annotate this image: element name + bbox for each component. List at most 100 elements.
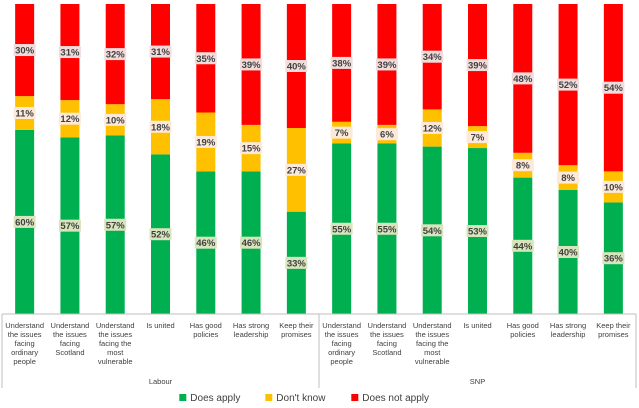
category-label: Understand the issues facing ordinary people	[322, 321, 361, 366]
data-label-box	[285, 256, 308, 269]
legend-label-does-not-apply: Does not apply	[362, 393, 429, 404]
data-label-box	[557, 78, 580, 91]
data-label-labour-does-apply-5: 46%	[196, 238, 216, 249]
data-label-box	[58, 112, 81, 125]
data-label-snp-does-apply-2: 55%	[377, 224, 397, 235]
data-label-box	[149, 45, 172, 58]
data-label-labour-does-apply-4: 52%	[151, 230, 171, 241]
data-label-box	[511, 72, 534, 85]
category-label: Is united	[463, 321, 491, 330]
data-label-labour-does-not-apply-5: 35%	[196, 54, 216, 65]
data-label-box	[194, 236, 217, 249]
data-label-box	[58, 219, 81, 232]
data-label-box	[466, 59, 489, 72]
data-label-box	[194, 135, 217, 148]
data-label-box	[466, 225, 489, 238]
category-label: Has good policies	[190, 321, 222, 339]
category-label: Understand the issues facing the most vulner…	[413, 321, 452, 366]
data-label-box	[375, 128, 398, 141]
data-label-box	[285, 163, 308, 176]
data-label-snp-don-t-know-5: 8%	[516, 161, 530, 172]
data-label-labour-don-t-know-7: 27%	[287, 165, 307, 176]
data-label-box	[240, 236, 263, 249]
data-label-box	[421, 50, 444, 63]
category-label: Understand the issues facing ordinary people	[5, 321, 44, 366]
data-label-box	[557, 246, 580, 258]
data-label-box	[285, 60, 308, 72]
data-label-snp-does-apply-7: 36%	[604, 254, 624, 265]
data-label-box	[330, 56, 353, 69]
plot-area: 60% 11% 30% 57% 12% 31% 57% 10% 32% 52% 18% 31% 46% 1…	[13, 4, 625, 314]
category-axis: Understand the issues facing ordinary people…	[1, 313, 637, 388]
category-label: Understand the issues facing the most vulner…	[96, 321, 135, 366]
data-label-snp-does-not-apply-3: 34%	[423, 52, 443, 63]
data-label-box	[58, 46, 81, 59]
data-label-labour-don-t-know-2: 12%	[60, 114, 80, 125]
data-label-snp-does-not-apply-5: 48%	[513, 74, 533, 85]
data-label-snp-don-t-know-2: 6%	[380, 130, 394, 141]
legend-swatch-don-t-know	[265, 394, 273, 401]
data-label-box	[602, 81, 625, 94]
data-label-labour-don-t-know-4: 18%	[151, 122, 171, 133]
data-label-snp-don-t-know-3: 12%	[423, 124, 443, 135]
data-label-box	[104, 113, 127, 126]
data-label-labour-does-apply-3: 57%	[106, 220, 126, 231]
category-label: Is united	[146, 321, 174, 330]
data-label-box	[13, 106, 36, 119]
data-label-labour-does-apply-1: 60%	[15, 217, 35, 228]
data-label-snp-don-t-know-7: 10%	[604, 182, 624, 193]
data-label-box	[13, 215, 36, 228]
data-label-box	[421, 122, 444, 134]
category-label: Understand the issues facing Scotland	[368, 321, 407, 357]
data-label-snp-does-apply-3: 54%	[423, 226, 443, 237]
data-label-box	[602, 252, 625, 265]
data-label-box	[240, 58, 263, 71]
data-label-box	[511, 159, 534, 172]
legend-swatch-does-apply	[179, 394, 187, 401]
legend-label-don-t-know: Don't know	[276, 393, 326, 404]
data-label-snp-does-not-apply-4: 39%	[468, 61, 488, 72]
data-label-labour-does-apply-6: 46%	[242, 238, 262, 249]
data-label-box	[375, 58, 398, 71]
legend-label-does-apply: Does apply	[190, 393, 240, 404]
data-label-labour-does-apply-2: 57%	[60, 221, 80, 232]
category-label: Keep their promises	[279, 321, 314, 339]
data-label-box	[149, 120, 172, 133]
data-label-snp-does-apply-4: 53%	[468, 227, 488, 238]
group-label-labour: Labour	[149, 377, 173, 386]
data-label-box	[375, 222, 398, 235]
category-label: Keep their promises	[596, 321, 631, 339]
data-label-box	[466, 131, 489, 144]
legend-swatch-does-not-apply	[351, 394, 359, 401]
data-label-labour-don-t-know-6: 15%	[242, 144, 262, 155]
data-label-box	[194, 52, 217, 65]
data-label-snp-does-not-apply-7: 54%	[604, 83, 624, 94]
category-label: Has good policies	[507, 321, 539, 339]
data-label-labour-does-not-apply-1: 30%	[15, 46, 35, 57]
data-label-box	[330, 126, 353, 139]
data-label-labour-does-not-apply-4: 31%	[151, 47, 171, 58]
data-label-labour-don-t-know-5: 19%	[196, 137, 216, 148]
data-label-box	[104, 218, 127, 231]
data-label-snp-does-not-apply-6: 52%	[559, 80, 579, 91]
data-label-labour-does-not-apply-3: 32%	[106, 50, 126, 61]
data-label-labour-does-not-apply-2: 31%	[60, 48, 80, 59]
data-label-box	[104, 48, 127, 61]
data-label-box	[330, 222, 353, 235]
data-label-snp-don-t-know-6: 8%	[561, 173, 575, 184]
data-label-labour-don-t-know-3: 10%	[106, 115, 126, 126]
data-label-box	[602, 180, 625, 193]
data-label-snp-does-apply-5: 44%	[513, 241, 533, 252]
data-label-labour-does-not-apply-7: 40%	[287, 62, 307, 73]
data-label-labour-does-apply-7: 33%	[287, 258, 307, 269]
category-label: Understand the issues facing Scotland	[51, 321, 90, 357]
data-label-labour-does-not-apply-6: 39%	[242, 60, 262, 71]
data-label-box	[511, 239, 534, 252]
data-label-box	[421, 224, 444, 237]
data-label-snp-don-t-know-1: 7%	[335, 128, 349, 139]
data-label-snp-does-not-apply-1: 38%	[332, 58, 352, 69]
data-label-box	[13, 44, 36, 57]
legend: Does apply Don't know Does not apply	[179, 393, 429, 404]
data-label-box	[557, 171, 580, 184]
